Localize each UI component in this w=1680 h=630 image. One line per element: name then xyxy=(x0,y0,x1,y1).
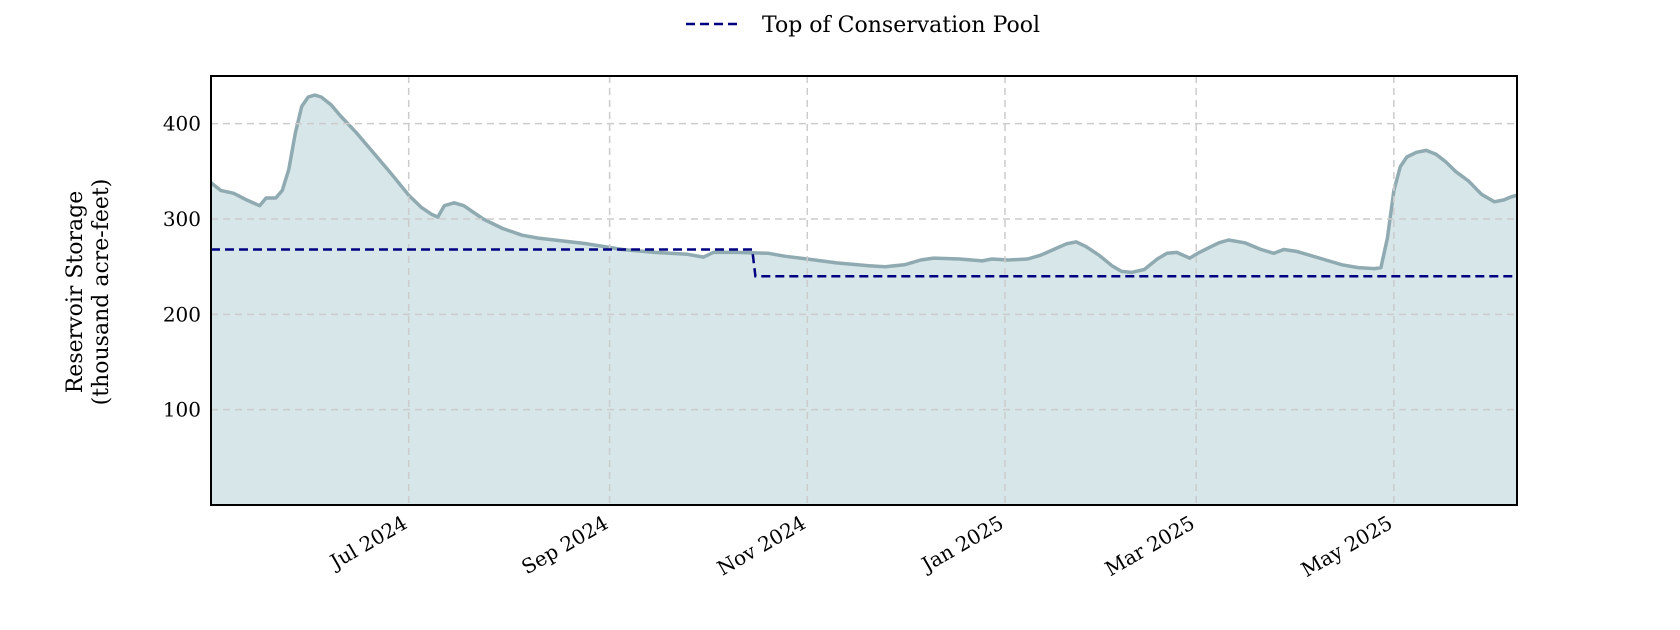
y-tick-label-3: 400 xyxy=(163,112,201,136)
pool-layer xyxy=(211,248,1517,278)
legend: Top of Conservation Pool xyxy=(686,13,1040,38)
legend-pool-label: Top of Conservation Pool xyxy=(762,13,1040,38)
storage-area xyxy=(211,95,1517,505)
plot-frame xyxy=(210,75,1518,506)
series-layer xyxy=(211,93,1517,505)
y-axis-title-line-1: Reservoir Storage xyxy=(63,191,88,394)
y-axis-ticks: 100 200 300 400 xyxy=(163,112,201,422)
storage-line xyxy=(211,93,1517,275)
pool-line xyxy=(211,248,1517,278)
x-axis-ticks: Jul 2024 Sep 2024 Nov 2024 Jan 2025 Mar 2025… xyxy=(324,511,1396,582)
x-tick-label-4: Mar 2025 xyxy=(1101,511,1199,581)
y-tick-label-0: 100 xyxy=(163,398,201,422)
x-tick-label-0: Jul 2024 xyxy=(324,511,411,575)
grid-layer xyxy=(211,76,1517,505)
x-tick-label-2: Nov 2024 xyxy=(713,511,810,581)
y-tick-label-1: 200 xyxy=(163,302,201,326)
x-tick-label-5: May 2025 xyxy=(1297,511,1396,582)
y-axis-title: Reservoir Storage (thousand acre-feet) xyxy=(63,179,114,406)
plot-area xyxy=(210,75,1518,506)
y-tick-label-2: 300 xyxy=(163,207,201,231)
x-tick-label-3: Jan 2025 xyxy=(916,511,1008,578)
y-axis-title-line-2: (thousand acre-feet) xyxy=(89,179,114,406)
x-tick-label-1: Sep 2024 xyxy=(517,511,612,580)
